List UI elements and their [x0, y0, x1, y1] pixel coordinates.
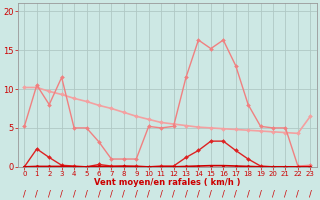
Text: /: /: [247, 189, 250, 198]
Text: /: /: [147, 189, 150, 198]
Text: /: /: [197, 189, 200, 198]
Text: /: /: [73, 189, 76, 198]
Text: /: /: [85, 189, 88, 198]
Text: /: /: [110, 189, 113, 198]
Text: /: /: [272, 189, 275, 198]
X-axis label: Vent moyen/en rafales ( km/h ): Vent moyen/en rafales ( km/h ): [94, 178, 241, 187]
Text: /: /: [222, 189, 225, 198]
Text: /: /: [185, 189, 188, 198]
Text: /: /: [296, 189, 299, 198]
Text: /: /: [259, 189, 262, 198]
Text: /: /: [35, 189, 38, 198]
Text: /: /: [234, 189, 237, 198]
Text: /: /: [209, 189, 212, 198]
Text: /: /: [122, 189, 125, 198]
Text: /: /: [309, 189, 312, 198]
Text: /: /: [284, 189, 287, 198]
Text: /: /: [160, 189, 163, 198]
Text: /: /: [135, 189, 138, 198]
Text: /: /: [172, 189, 175, 198]
Text: /: /: [98, 189, 100, 198]
Text: /: /: [23, 189, 26, 198]
Text: /: /: [48, 189, 51, 198]
Text: /: /: [60, 189, 63, 198]
